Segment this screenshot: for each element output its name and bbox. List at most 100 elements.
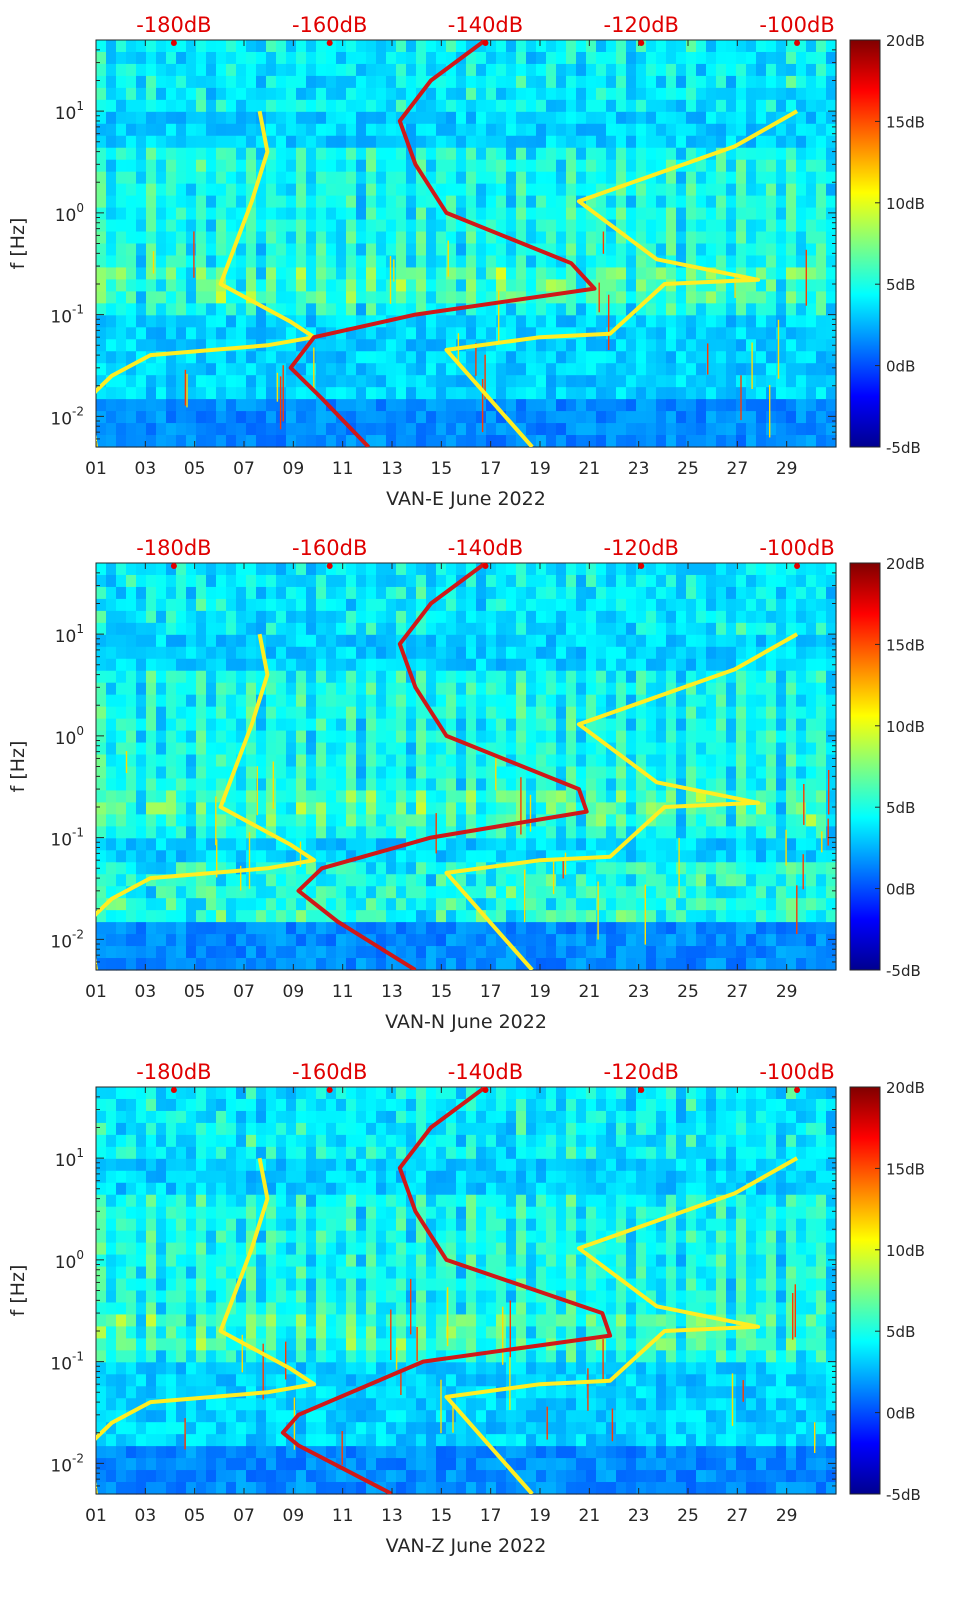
x-tick-label: 21 <box>579 982 601 1002</box>
top-scale-marker <box>794 563 801 569</box>
panel-3: 01 03 05 07 09 11 13 15 17 19 21 23 25 27 29 VAN-Z June… <box>7 1060 925 1557</box>
y-axis-label: f [Hz] <box>7 741 29 793</box>
x-tick-label: 01 <box>85 459 107 479</box>
x-tick-label: 13 <box>381 1506 403 1526</box>
x-tick-label: 19 <box>529 459 551 479</box>
colorbar-tick-label: 5dB <box>886 1323 915 1341</box>
top-scale-marker <box>638 563 645 569</box>
x-tick-label: 25 <box>677 982 699 1002</box>
x-tick-label: 05 <box>184 982 206 1002</box>
x-axis-label: VAN-N June 2022 <box>385 1011 547 1033</box>
y-tick-label: 10-1 <box>50 303 84 328</box>
x-tick-label: 07 <box>233 459 255 479</box>
top-scale-label: -120dB <box>604 1060 679 1084</box>
x-tick-label: 15 <box>431 459 453 479</box>
top-scale-marker <box>638 40 645 46</box>
x-tick-label: 13 <box>381 982 403 1002</box>
colorbar-tick-label: 20dB <box>886 555 925 573</box>
x-tick-label: 29 <box>776 982 798 1002</box>
colorbar-tick-label: 5dB <box>886 799 915 817</box>
top-scale-marker <box>794 1087 801 1093</box>
y-tick-label: 101 <box>55 1146 84 1171</box>
colorbar-tick-label: 20dB <box>886 32 925 50</box>
y-axis-label: f [Hz] <box>7 1265 29 1317</box>
spectrogram-heatmap <box>96 1087 837 1495</box>
colorbar-tick-label: 5dB <box>886 276 915 294</box>
top-scale-label: -180dB <box>136 536 211 560</box>
curve-red-nlnm <box>288 40 597 447</box>
y-tick-label: 10-2 <box>50 404 84 429</box>
x-tick-label: 11 <box>332 1506 354 1526</box>
y-minor-ticks <box>96 39 836 448</box>
x-tick-label: 19 <box>529 1506 551 1526</box>
colorbar-gradient <box>849 562 881 971</box>
curve-yellow-high <box>444 1156 799 1494</box>
curve-yellow-low <box>96 1157 317 1494</box>
x-tick-label: 23 <box>628 982 650 1002</box>
top-scale-marker <box>326 563 333 569</box>
colorbar: 20dB 15dB 10dB 5dB 0dB -5dB <box>849 32 925 457</box>
x-tick-label: 05 <box>184 1506 206 1526</box>
top-scale-marker <box>170 1087 177 1093</box>
top-scale-marker <box>482 563 489 569</box>
y-tick-label: 10-1 <box>50 826 84 851</box>
x-tick-label: 03 <box>135 982 157 1002</box>
colorbar-tick-label: 0dB <box>886 881 915 899</box>
x-tick-label: 17 <box>480 982 502 1002</box>
x-tick-label: 11 <box>332 982 354 1002</box>
x-tick-label: 19 <box>529 982 551 1002</box>
colorbar-tick-label: 15dB <box>886 113 925 131</box>
colorbar-tick-label: 0dB <box>886 358 915 376</box>
y-axis-label: f [Hz] <box>7 218 29 270</box>
colorbar-tick-label: 10dB <box>886 195 925 213</box>
x-axis-label: VAN-E June 2022 <box>386 488 546 510</box>
x-tick-label: 29 <box>776 459 798 479</box>
x-tick-label: 05 <box>184 459 206 479</box>
curve-red-nlnm <box>296 563 589 970</box>
colorbar-gradient <box>849 1086 881 1495</box>
x-tick-label: 07 <box>233 982 255 1002</box>
y-tick-label: 10-2 <box>50 1451 84 1476</box>
colorbar-tick-label: 10dB <box>886 1242 925 1260</box>
top-scale-label: -180dB <box>136 13 211 37</box>
x-tick-label: 01 <box>85 1506 107 1526</box>
x-tick-label: 27 <box>727 982 749 1002</box>
top-scale-label: -120dB <box>604 536 679 560</box>
top-scale-marker <box>170 40 177 46</box>
top-scale-marker <box>638 1087 645 1093</box>
x-tick-label: 09 <box>283 1506 305 1526</box>
x-tick-label: 11 <box>332 459 354 479</box>
top-scale-label: -140dB <box>448 13 523 37</box>
x-tick-label: 23 <box>628 459 650 479</box>
y-tick-label: 100 <box>55 1248 84 1273</box>
x-tick-label: 13 <box>381 459 403 479</box>
curve-red-nlnm <box>280 1087 613 1494</box>
top-scale-label: -100dB <box>759 1060 834 1084</box>
top-scale-marker <box>794 40 801 46</box>
y-tick-label: 101 <box>55 622 84 647</box>
x-tick-label: 27 <box>727 1506 749 1526</box>
x-tick-label: 21 <box>579 1506 601 1526</box>
top-scale-label: -140dB <box>448 536 523 560</box>
x-tick-label: 03 <box>135 1506 157 1526</box>
colorbar-tick-label: -5dB <box>886 439 921 457</box>
panel-1: 01 03 05 07 09 11 13 15 17 19 21 23 25 27 29 VAN-E June… <box>7 13 925 510</box>
y-minor-ticks <box>96 1086 836 1495</box>
top-scale-marker <box>326 1087 333 1093</box>
colorbar-tick-label: -5dB <box>886 962 921 980</box>
x-tick-label: 01 <box>85 982 107 1002</box>
colorbar-tick-label: 15dB <box>886 636 925 654</box>
colorbar: 20dB 15dB 10dB 5dB 0dB -5dB <box>849 555 925 980</box>
colorbar-tick-label: 10dB <box>886 718 925 736</box>
x-tick-label: 25 <box>677 459 699 479</box>
y-tick-label: 100 <box>55 201 84 226</box>
curve-yellow-high <box>444 632 799 970</box>
curves <box>96 1087 799 1494</box>
top-scale-label: -160dB <box>292 536 367 560</box>
top-scale-marker <box>482 40 489 46</box>
colorbar-tick-label: 15dB <box>886 1160 925 1178</box>
x-axis-label: VAN-Z June 2022 <box>386 1535 547 1557</box>
top-scale-marker <box>482 1087 489 1093</box>
x-tick-label: 29 <box>776 1506 798 1526</box>
